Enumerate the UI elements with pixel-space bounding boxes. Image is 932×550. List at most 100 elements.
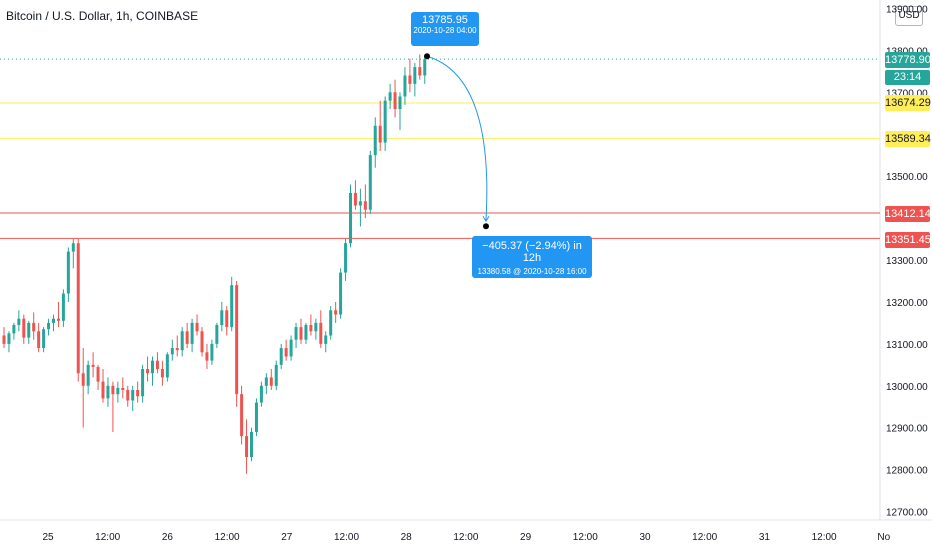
projection-arc: [426, 55, 488, 221]
candle-body: [393, 92, 397, 110]
candle-body: [254, 402, 258, 432]
candle-body: [284, 348, 288, 357]
yellow-level-tag-2: 13589.34: [885, 131, 931, 147]
candle-body: [304, 325, 308, 340]
candle-body: [71, 243, 75, 252]
x-tick-label: 12:00: [573, 532, 598, 543]
candle-body: [12, 325, 16, 334]
candle-body: [358, 201, 362, 206]
x-tick-label: 12:00: [215, 532, 240, 543]
candle-body: [121, 387, 125, 390]
projection-end-detail: 13380.58 @ 2020-10-28 16:00: [477, 267, 587, 276]
candle-body: [289, 339, 293, 357]
candle-body: [378, 125, 382, 143]
candle-body: [418, 67, 422, 76]
x-tick-label: 28: [401, 532, 413, 543]
y-tick-label: 12800.00: [886, 466, 928, 477]
start-date: 2020-10-28 04:00: [413, 26, 477, 35]
candle-body: [165, 354, 169, 378]
start-value: 13785.95: [422, 14, 468, 26]
candle-body: [215, 325, 219, 344]
candle-body: [299, 327, 303, 340]
yellow-level-tag-1: 13674.29: [885, 95, 931, 111]
candle-body: [309, 325, 313, 332]
y-tick-label: 13000.00: [886, 382, 928, 393]
candle-body: [334, 310, 338, 315]
candle-body: [22, 318, 26, 338]
projection-start-dot: [424, 53, 430, 60]
candle-body: [81, 373, 85, 386]
candle-body: [76, 243, 80, 374]
y-tick-label: 12900.00: [886, 424, 928, 435]
candle-body: [235, 285, 239, 395]
candle-body: [175, 348, 179, 351]
candle-body: [279, 348, 283, 365]
candle-body: [383, 100, 387, 143]
x-tick-label: 29: [520, 532, 532, 543]
projection-arrowhead: [482, 215, 490, 223]
candle-body: [17, 318, 21, 325]
candle-body: [200, 331, 204, 353]
candle-body: [42, 329, 46, 349]
x-tick-label: 31: [759, 532, 771, 543]
x-tick-label: 30: [639, 532, 651, 543]
candle-body: [180, 331, 184, 351]
y-tick-label: 12700.00: [886, 508, 928, 519]
x-tick-label: 12:00: [95, 532, 120, 543]
candle-body: [155, 360, 159, 370]
candle-body: [86, 364, 90, 386]
currency-button[interactable]: USD: [895, 6, 923, 26]
y-tick-label: 13800.00: [886, 46, 928, 57]
candle-body: [2, 335, 6, 344]
candle-body: [111, 385, 115, 395]
candle-body: [240, 394, 244, 437]
red-level-tag-1: 13412.14: [885, 206, 931, 222]
candle-body: [373, 125, 377, 156]
candle-body: [329, 310, 333, 336]
candle-body: [319, 322, 323, 344]
last-price-tag: 13778.90: [885, 52, 931, 68]
x-tick-label: 12:00: [453, 532, 478, 543]
candle-body: [151, 360, 154, 374]
candle-body: [210, 343, 214, 361]
x-tick-label: 26: [162, 532, 174, 543]
candle-body: [61, 293, 65, 321]
candle-body: [27, 322, 31, 338]
candle-body: [398, 96, 402, 110]
candle-body: [274, 364, 278, 386]
y-tick-label: 13900.00: [886, 4, 928, 15]
y-tick-label: 13100.00: [886, 340, 928, 351]
candle-body: [190, 322, 194, 344]
candle-body: [185, 331, 189, 344]
chart-title: Bitcoin / U.S. Dollar, 1h, COINBASE: [6, 9, 199, 23]
x-tick-label: No: [877, 532, 890, 543]
candle-body: [47, 322, 51, 330]
candle-body: [413, 67, 417, 84]
candle-body: [7, 333, 11, 344]
candle-body: [56, 318, 60, 321]
countdown-tag: 23:14: [885, 70, 930, 85]
candle-body: [136, 390, 140, 397]
candle-body: [160, 369, 164, 378]
projection-change: −405.37 (−2.94%) in 12h: [482, 240, 582, 264]
candle-body: [106, 385, 110, 399]
candle-body: [141, 369, 145, 397]
candle-body: [344, 243, 348, 273]
candle-body: [96, 366, 100, 382]
candle-body: [363, 201, 367, 210]
candle-body: [269, 377, 273, 386]
start-point-callout: 13785.95 2020-10-28 04:00: [411, 12, 479, 46]
candle-body: [131, 390, 135, 401]
candle-body: [101, 381, 105, 399]
candle-body: [408, 75, 412, 84]
candle-body: [37, 331, 41, 349]
projection-callout: −405.37 (−2.94%) in 12h 13380.58 @ 2020-…: [472, 236, 592, 278]
x-tick-label: 12:00: [334, 532, 359, 543]
x-tick-label: 25: [42, 532, 54, 543]
x-tick-label: 12:00: [692, 532, 717, 543]
candle-body: [368, 155, 372, 210]
candle-body: [91, 364, 95, 367]
candle-body: [230, 285, 234, 328]
y-tick-label: 13300.00: [886, 256, 928, 267]
